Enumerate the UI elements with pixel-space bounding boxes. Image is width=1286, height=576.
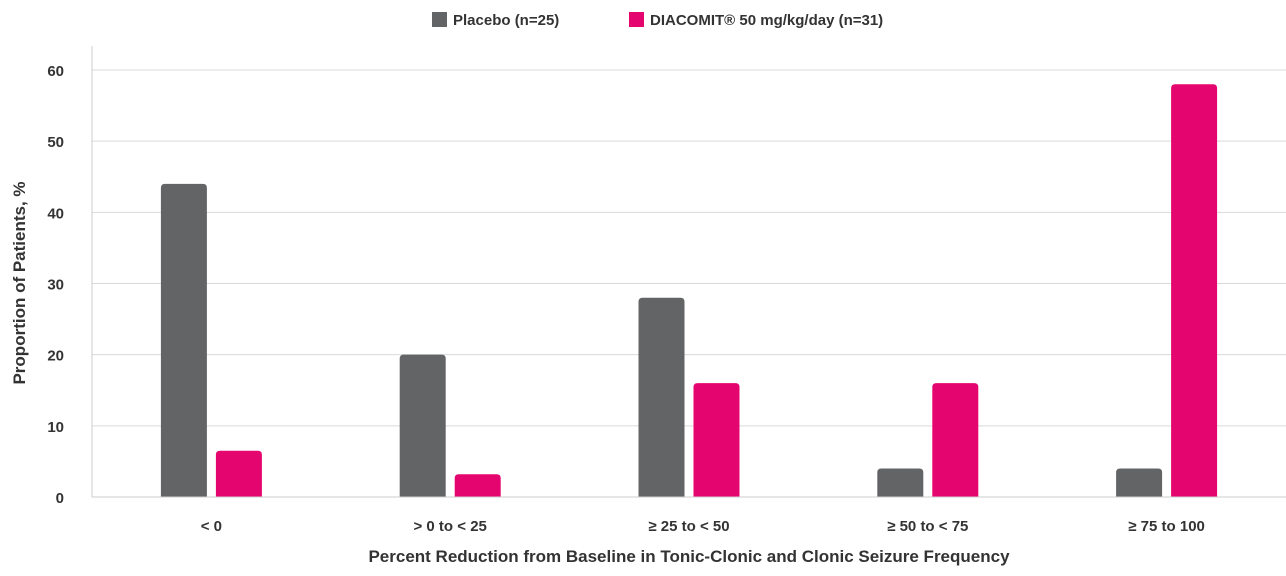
legend-label-placebo: Placebo (n=25)	[453, 12, 559, 29]
x-tick-label: ≥ 50 to < 75	[887, 518, 968, 535]
y-tick-label: 60	[47, 63, 64, 80]
y-tick-label: 10	[47, 419, 64, 436]
y-tick-label: 30	[47, 277, 64, 294]
diacomit-bar	[693, 383, 740, 497]
diacomit-bar	[932, 383, 979, 497]
y-tick-label: 40	[47, 205, 64, 222]
diacomit-bar	[215, 450, 262, 497]
placebo-bar	[399, 354, 446, 497]
diacomit-bar	[1171, 84, 1218, 497]
diacomit-bar	[454, 474, 501, 497]
legend-label-diacomit: DIACOMIT® 50 mg/kg/day (n=31)	[650, 12, 883, 29]
y-tick-label: 20	[47, 348, 64, 365]
legend-swatch-placebo	[432, 12, 447, 27]
legend: Placebo (n=25) DIACOMIT® 50 mg/kg/day (n…	[432, 12, 883, 29]
placebo-bar	[877, 468, 924, 497]
placebo-bar	[638, 297, 685, 497]
x-tick-label: > 0 to < 25	[414, 518, 487, 535]
placebo-bar	[160, 183, 207, 497]
x-axis-label: Percent Reduction from Baseline in Tonic…	[368, 547, 1010, 566]
legend-swatch-diacomit	[629, 12, 644, 27]
bars	[160, 84, 1218, 497]
x-tick-label: ≥ 25 to < 50	[648, 518, 729, 535]
y-tick-label: 0	[56, 490, 64, 507]
x-tick-label: ≥ 75 to 100	[1128, 518, 1205, 535]
axes: 0 10 20 30 40 50 60 < 0 > 0 to < 25 ≥ 25 to < 50 ≥…	[47, 46, 1286, 535]
gridlines	[92, 69, 1286, 427]
placebo-bar	[1116, 468, 1163, 497]
y-axis-label: Proportion of Patients, %	[10, 181, 29, 384]
x-tick-label: < 0	[201, 518, 222, 535]
y-tick-label: 50	[47, 134, 64, 151]
